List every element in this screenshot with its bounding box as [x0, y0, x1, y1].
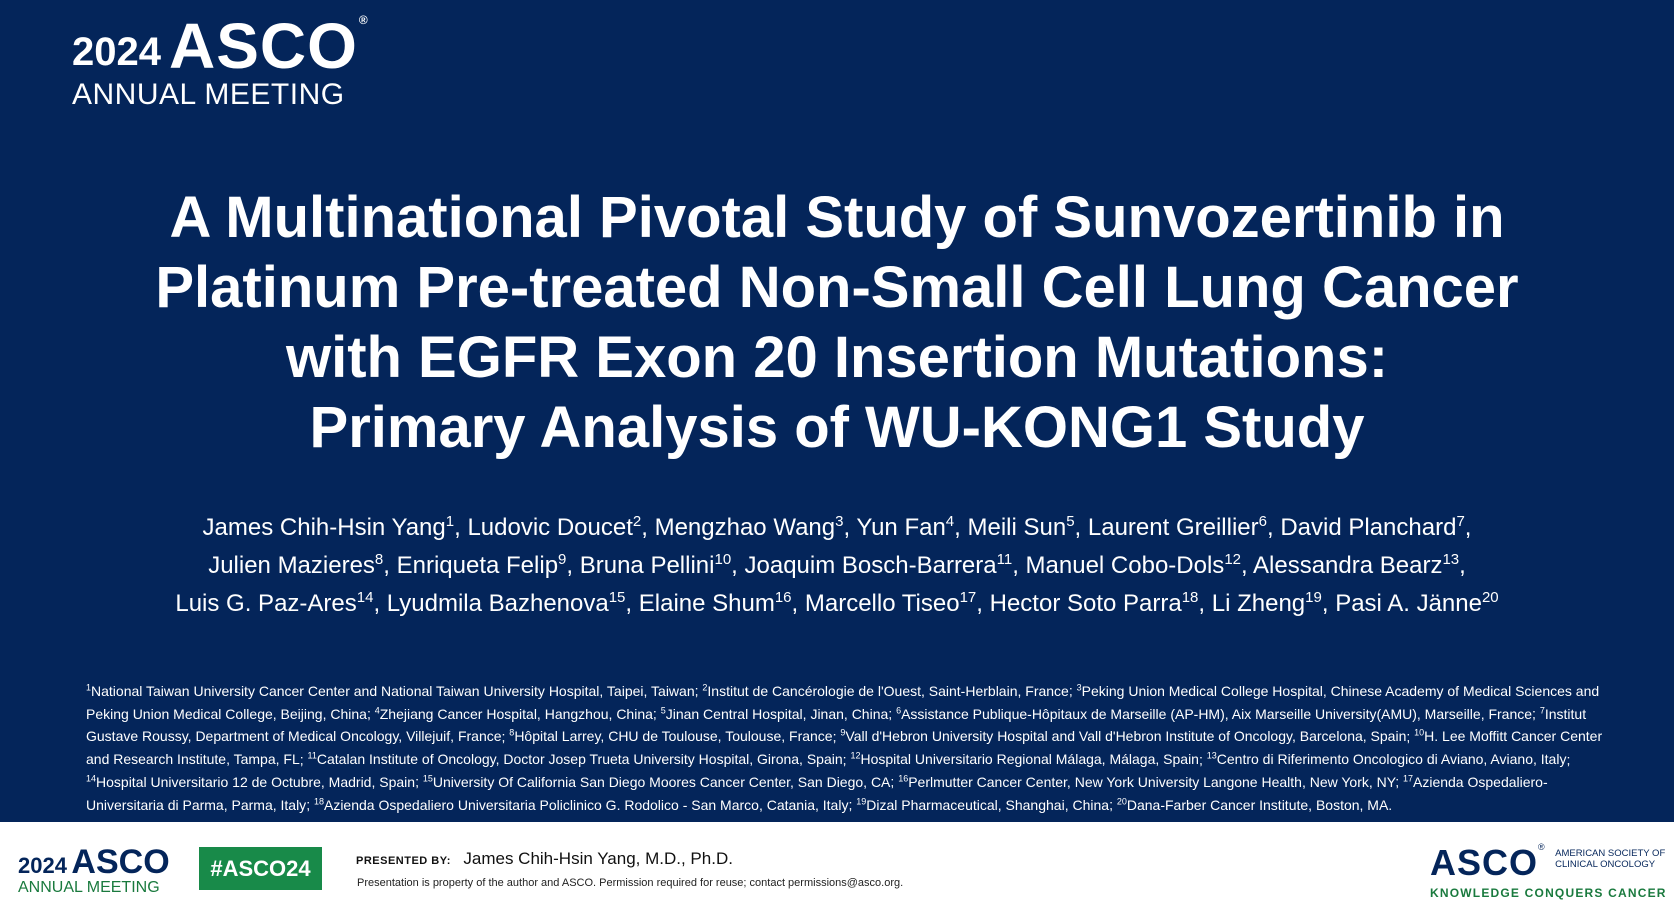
footer-asco-meeting-logo: 2024 ASCO ANNUAL MEETING	[18, 843, 170, 896]
author-affiliation-number: 14	[356, 589, 374, 606]
author-name: David Planchard7	[1280, 513, 1465, 541]
author-name: Laurent Greillier6	[1087, 513, 1267, 541]
author-affiliation-number: 8	[374, 551, 384, 568]
title-line: with EGFR Exon 20 Insertion Mutations:	[285, 325, 1389, 390]
presenter-name: James Chih-Hsin Yang, M.D., Ph.D.	[463, 849, 733, 868]
affiliation-item: 13Centro di Riferimento Oncologico di Av…	[1206, 750, 1567, 768]
author-affiliation-number: 1	[445, 513, 455, 530]
title-line: Platinum Pre-treated Non-Small Cell Lung…	[155, 255, 1519, 320]
author-affiliation-number: 10	[714, 551, 732, 568]
title-line: Primary Analysis of WU-KONG1 Study	[309, 395, 1365, 460]
affiliation-item: 18Azienda Ospedaliero Universitaria Poli…	[313, 796, 849, 813]
affiliation-item: 5Jinan Central Hospital, Jinan, China	[660, 704, 889, 722]
author-name: Li Zheng19	[1211, 589, 1322, 617]
disclaimer-text: Presentation is property of the author a…	[357, 877, 904, 889]
author-affiliation-number: 2	[632, 513, 642, 530]
author-name: Pasi A. Jänne20	[1335, 589, 1499, 617]
author-affiliation-number: 5	[1066, 513, 1075, 530]
author-name: Mengzhao Wang3	[654, 513, 844, 541]
affiliation-item: 9Vall d'Hebron University Hospital and V…	[840, 727, 1407, 745]
author-affiliation-number: 4	[945, 513, 955, 530]
author-name: Joaquim Bosch-Barrera11	[744, 551, 1013, 579]
slide-title: A Multinational Pivotal Study of Sunvoze…	[60, 183, 1614, 463]
affiliation-item: 7Institut Gustave Roussy, Department of …	[86, 704, 1587, 745]
affiliation-item: 4Zhejiang Cancer Hospital, Hangzhou, Chi…	[374, 704, 653, 722]
author-affiliation-number: 6	[1258, 513, 1267, 530]
asco-annual-meeting-logo: 2024 ASCO® ANNUAL MEETING	[72, 14, 369, 110]
author-affiliation-number: 3	[835, 513, 844, 530]
author-name: Lyudmila Bazhenova15	[386, 589, 626, 617]
author-affiliation-number: 12	[1224, 551, 1241, 568]
author-name: Hector Soto Parra18	[989, 589, 1199, 617]
affiliation-item: 11Catalan Institute of Oncology, Doctor …	[307, 750, 843, 768]
asco-society-logo: ASCO® AMERICAN SOCIETY OF CLINICAL ONCOLO…	[1430, 842, 1667, 900]
logo-meeting: ANNUAL MEETING	[72, 78, 345, 111]
author-affiliation-number: 7	[1456, 513, 1465, 530]
author-affiliation-number: 15	[608, 589, 626, 606]
author-name: Bruna Pellini10	[579, 551, 732, 579]
affiliation-item: 3Peking Union Medical College Hospital, …	[86, 682, 1600, 722]
author-name: Manuel Cobo-Dols12	[1025, 551, 1241, 579]
author-name: Ludovic Doucet2	[467, 513, 642, 541]
affiliation-item: 8Hôpital Larrey, CHU de Toulouse, Toulou…	[509, 727, 833, 745]
logo-year: 2024	[72, 30, 161, 74]
presented-by: PRESENTED BY: James Chih-Hsin Yang, M.D.…	[356, 849, 733, 869]
author-affiliation-number: 18	[1181, 589, 1199, 606]
affiliation-item: 19Dizal Pharmaceutical, Shanghai, China	[856, 796, 1110, 813]
logo-asco: ASCO®	[168, 10, 369, 82]
affiliation-item: 17Azienda Ospedaliero-Universitaria di P…	[86, 773, 1548, 813]
author-name: Alessandra Bearz13	[1253, 551, 1460, 579]
author-name: Enriqueta Felip9	[396, 551, 567, 579]
slide-main-area: 2024 ASCO® ANNUAL MEETING A Multinationa…	[0, 0, 1674, 822]
author-affiliation-number: 13	[1442, 551, 1460, 568]
affiliation-item: 12Hospital Universitario Regional Málaga…	[850, 750, 1199, 768]
affiliation-list: 1National Taiwan University Cancer Cente…	[86, 682, 1603, 813]
affiliation-item: 20Dana-Farber Cancer Institute, Boston, …	[1116, 796, 1393, 813]
author-list: James Chih-Hsin Yang1, Ludovic Doucet2, …	[175, 513, 1499, 617]
affiliation-item: 6Assistance Publique-Hôpitaux de Marseil…	[896, 704, 1533, 722]
asco-tagline: KNOWLEDGE CONQUERS CANCER	[1430, 886, 1667, 900]
author-name: Julien Mazieres8	[208, 551, 384, 579]
affiliation-item: 14Hospital Universitario 12 de Octubre, …	[86, 773, 416, 791]
author-affiliation-number: 11	[996, 551, 1013, 568]
affiliation-item: 2Institut de Cancérologie de l'Ouest, Sa…	[702, 682, 1069, 699]
affiliation-item: 16Perlmutter Cancer Center, New York Uni…	[898, 773, 1396, 791]
author-name: Yun Fan4	[856, 513, 955, 541]
author-affiliation-number: 9	[558, 551, 567, 568]
hashtag-badge: #ASCO24	[199, 847, 322, 890]
author-affiliation-number: 16	[774, 589, 792, 606]
author-name: Marcello Tiseo17	[804, 589, 977, 617]
author-name: Elaine Shum16	[638, 589, 792, 617]
affiliation-item: 15University Of California San Diego Moo…	[422, 773, 891, 791]
presented-label: PRESENTED BY:	[356, 855, 451, 867]
author-affiliation-number: 19	[1305, 589, 1322, 606]
affiliation-item: 10H. Lee Moffitt Cancer Center and Resea…	[86, 727, 1603, 768]
affiliation-item: 1National Taiwan University Cancer Cente…	[86, 682, 695, 699]
author-affiliation-number: 20	[1481, 589, 1499, 606]
author-name: Meili Sun5	[967, 513, 1075, 541]
title-line: A Multinational Pivotal Study of Sunvoze…	[169, 185, 1505, 250]
author-name: Luis G. Paz-Ares14	[175, 589, 374, 617]
author-affiliation-number: 17	[959, 589, 977, 606]
author-name: James Chih-Hsin Yang1	[202, 513, 455, 541]
